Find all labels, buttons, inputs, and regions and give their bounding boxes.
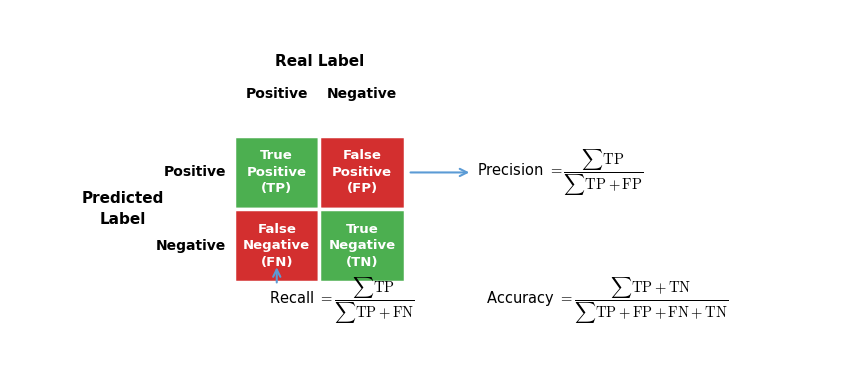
Bar	[234, 136, 320, 209]
Bar	[320, 136, 405, 209]
Text: Precision $= \dfrac{\sum\mathrm{TP}}{\sum\mathrm{TP + FP}}$: Precision $= \dfrac{\sum\mathrm{TP}}{\su…	[477, 147, 643, 198]
Text: Real Label: Real Label	[275, 54, 364, 69]
Text: False
Negative
(FN): False Negative (FN)	[243, 223, 310, 268]
Text: Negative: Negative	[327, 87, 397, 100]
Text: False
Positive
(FP): False Positive (FP)	[332, 149, 392, 196]
Bar	[234, 209, 320, 282]
Text: True
Positive
(TP): True Positive (TP)	[246, 149, 307, 196]
Text: True
Negative
(TN): True Negative (TN)	[328, 223, 395, 268]
Text: Positive: Positive	[246, 87, 308, 100]
Text: Positive: Positive	[164, 165, 226, 180]
Text: Recall $= \dfrac{\sum\mathrm{TP}}{\sum\mathrm{TP + FN}}$: Recall $= \dfrac{\sum\mathrm{TP}}{\sum\m…	[269, 275, 415, 326]
Bar	[320, 209, 405, 282]
Text: Accuracy $= \dfrac{\sum\mathrm{TP + TN}}{\sum\mathrm{TP + FP + FN + TN}}$: Accuracy $= \dfrac{\sum\mathrm{TP + TN}}…	[486, 275, 728, 326]
Text: Predicted
Label: Predicted Label	[82, 191, 165, 227]
Text: Negative: Negative	[156, 239, 226, 253]
